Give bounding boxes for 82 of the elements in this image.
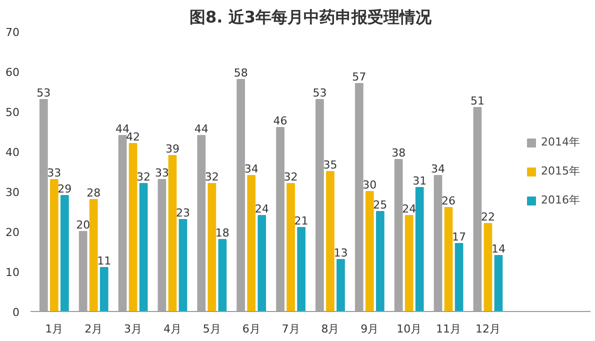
- data-label: 18: [215, 226, 230, 240]
- bar: [139, 183, 148, 312]
- bar: [218, 239, 227, 312]
- data-label: 26: [442, 194, 456, 208]
- bar: [454, 243, 464, 312]
- bar: [376, 211, 384, 312]
- data-label: 25: [373, 198, 388, 212]
- bar: [444, 207, 453, 312]
- data-label: 11: [97, 254, 112, 268]
- legend-label: 2014年: [541, 134, 580, 150]
- data-label: 53: [36, 86, 51, 100]
- x-tick-label: 8月: [321, 322, 340, 336]
- data-label: 38: [392, 146, 406, 160]
- bar: [336, 259, 345, 312]
- y-tick-label: 40: [6, 146, 20, 159]
- data-label: 30: [362, 178, 377, 192]
- data-label: 35: [323, 158, 338, 172]
- y-tick-label: 70: [6, 26, 20, 39]
- data-label: 32: [204, 170, 219, 184]
- bar: [208, 183, 216, 312]
- data-label: 20: [76, 218, 90, 232]
- x-tick-label: 9月: [360, 322, 379, 336]
- legend-label: 2015年: [541, 164, 580, 178]
- y-tick-label: 20: [6, 226, 20, 239]
- data-label: 51: [470, 94, 484, 108]
- x-tick-label: 12月: [475, 322, 500, 336]
- data-label: 34: [431, 162, 446, 176]
- y-tick-label: 30: [6, 186, 20, 199]
- data-label: 32: [136, 170, 151, 184]
- y-tick-label: 50: [6, 106, 20, 119]
- y-tick-label: 0: [12, 306, 20, 319]
- data-label: 23: [176, 206, 190, 220]
- data-label: 39: [165, 142, 180, 156]
- data-label: 33: [47, 166, 62, 180]
- data-label: 53: [312, 86, 327, 100]
- data-label: 24: [254, 202, 269, 216]
- bar: [297, 227, 306, 312]
- bar: [128, 143, 138, 312]
- x-tick-label: 1月: [45, 322, 64, 336]
- data-label: 29: [58, 182, 72, 196]
- data-label: 17: [452, 230, 466, 244]
- bar: [415, 187, 424, 312]
- data-label: 34: [244, 162, 258, 176]
- data-label: 31: [412, 174, 427, 188]
- data-label: 22: [480, 210, 495, 224]
- x-tick-label: 3月: [124, 322, 142, 336]
- x-tick-label: 7月: [282, 322, 300, 336]
- bar: [494, 255, 503, 312]
- legend-label: 2016年: [541, 192, 580, 208]
- x-tick-label: 2月: [84, 322, 103, 336]
- data-label: 33: [154, 166, 169, 180]
- data-label: 57: [352, 70, 366, 84]
- bar: [100, 267, 108, 312]
- bar: [404, 215, 414, 312]
- x-tick-label: 4月: [163, 322, 182, 336]
- x-tick-label: 6月: [242, 322, 260, 336]
- data-label: 28: [86, 186, 101, 200]
- data-label: 24: [402, 202, 416, 216]
- data-label: 46: [273, 114, 288, 128]
- y-tick-label: 10: [6, 266, 20, 279]
- chart-title: 图8. 近3年每月中药申报受理情况: [190, 8, 432, 26]
- x-tick-label: 5月: [202, 322, 221, 336]
- bar: [258, 215, 266, 312]
- bar: [286, 183, 295, 312]
- data-label: 21: [294, 214, 308, 228]
- bar: [50, 179, 58, 312]
- bar: [60, 195, 69, 312]
- bar: [89, 199, 98, 312]
- data-label: 14: [491, 242, 506, 256]
- bar: [484, 223, 492, 312]
- bar: [178, 219, 188, 312]
- bar: [247, 175, 256, 312]
- bar: [326, 171, 334, 312]
- data-label: 58: [234, 66, 248, 80]
- x-tick-label: 11月: [436, 322, 462, 336]
- data-label: 32: [284, 170, 298, 184]
- y-tick-label: 60: [6, 66, 20, 79]
- data-label: 13: [334, 246, 348, 260]
- bar: [365, 191, 374, 312]
- bar: [168, 155, 177, 312]
- data-label: 44: [194, 122, 208, 136]
- x-tick-label: 10月: [396, 322, 422, 336]
